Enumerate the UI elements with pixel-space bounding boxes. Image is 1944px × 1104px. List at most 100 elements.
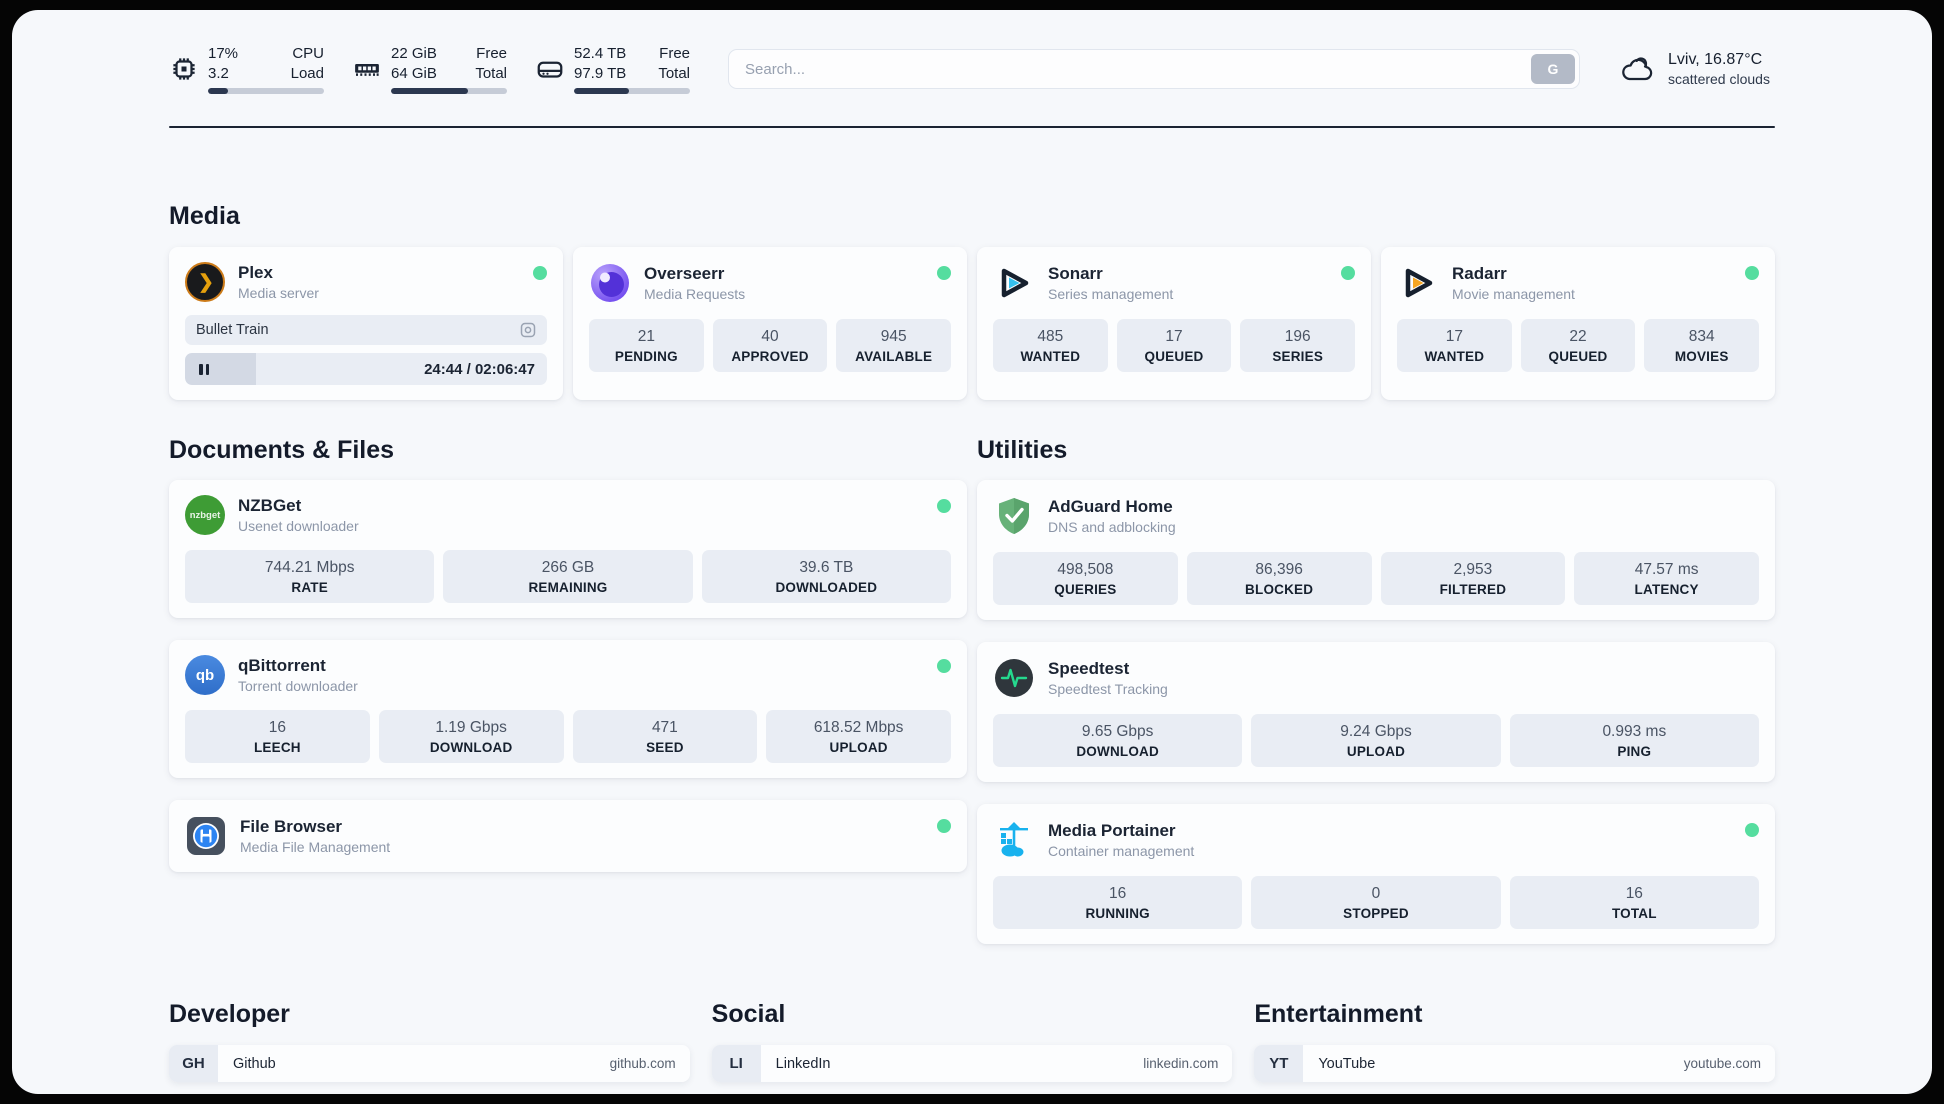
section-title-media: Media: [169, 202, 240, 230]
search-input[interactable]: [728, 49, 1580, 89]
header-divider: [169, 126, 1775, 128]
app-subtitle: Media server: [238, 285, 319, 301]
bookmark-name: LinkedIn: [775, 1055, 831, 1072]
stat-pill: 485 WANTED: [993, 319, 1108, 372]
app-title: qBittorrent: [238, 656, 326, 675]
app-subtitle: Media File Management: [240, 839, 391, 855]
app-card-qbittorrent[interactable]: qb qBittorrent Torrent downloader 16 LEE…: [169, 640, 967, 778]
app-card-adguard[interactable]: AdGuard Home DNS and adblocking 498,508 …: [977, 480, 1775, 620]
app-title: Plex: [238, 263, 273, 282]
bookmark-group-social: Social LI LinkedIn linkedin.com TW Twitt…: [711, 1000, 1233, 1094]
cpu-load-label: Load: [290, 64, 324, 82]
stat-pill: 21 PENDING: [589, 319, 704, 372]
weather-location-temp: Lviv, 16.87°C: [1668, 51, 1763, 68]
portainer-icon: [993, 819, 1035, 861]
app-title: Media Portainer: [1048, 821, 1176, 840]
bookmark-group-developer: Developer GH Github github.com SO StackO…: [169, 1000, 690, 1094]
app-subtitle: Series management: [1048, 286, 1174, 302]
app-title: AdGuard Home: [1048, 497, 1173, 516]
stat-pill: 17 QUEUED: [1116, 319, 1232, 372]
app-card-overseerr[interactable]: Overseerr Media Requests 21 PENDING 40 A…: [573, 247, 967, 400]
app-subtitle: Usenet downloader: [238, 518, 359, 534]
stat-pill: 0.993 ms PING: [1509, 714, 1759, 767]
now-playing-row: Bullet Train: [185, 315, 547, 345]
stat-pill: 266 GB REMAINING: [443, 550, 693, 603]
app-card-radarr[interactable]: Radarr Movie management 17 WANTED 22 QUE…: [1381, 247, 1775, 400]
app-subtitle: Speedtest Tracking: [1048, 681, 1168, 697]
bookmark-linkedin[interactable]: LI LinkedIn linkedin.com: [711, 1045, 1233, 1082]
disk-progress-bar: [574, 88, 690, 95]
bookmark-url: linkedin.com: [1143, 1056, 1219, 1071]
section-title-utilities: Utilities: [977, 436, 1068, 464]
ram-free: 22 GiB: [391, 44, 437, 62]
app-card-filebrowser[interactable]: File Browser Media File Management: [169, 800, 967, 872]
disk-free-label: Free: [659, 44, 690, 62]
session-screen-icon: [520, 322, 536, 338]
ram-progress-bar: [391, 88, 507, 95]
app-card-nzbget[interactable]: nzbget NZBGet Usenet downloader 744.21 M…: [169, 480, 967, 618]
bookmark-abbr: GH: [169, 1045, 218, 1082]
ram-stat: 22 GiB 64 GiB Free Total: [352, 44, 507, 95]
system-stats: 17% 3.2 CPU Load: [169, 44, 690, 95]
app-card-sonarr[interactable]: Sonarr Series management 485 WANTED 17 Q…: [977, 247, 1371, 400]
bookmark-github[interactable]: GH Github github.com: [169, 1045, 690, 1082]
plex-icon: ❯: [185, 262, 225, 302]
stat-pill: 0 STOPPED: [1251, 876, 1501, 929]
playback-progress-row: 24:44 / 02:06:47: [185, 353, 547, 385]
stat-pill: 16 RUNNING: [993, 876, 1243, 929]
stat-pill: 471 SEED: [572, 710, 758, 763]
stat-pill: 2,953 FILTERED: [1380, 552, 1566, 605]
stat-pill: 16 LEECH: [185, 710, 370, 763]
app-card-speedtest[interactable]: Speedtest Speedtest Tracking 9.65 Gbps D…: [977, 642, 1775, 782]
app-title: File Browser: [240, 817, 343, 836]
radarr-icon: [1397, 262, 1439, 304]
section-title-entertainment: Entertainment: [1254, 1000, 1423, 1028]
section-title-developer: Developer: [169, 1000, 290, 1028]
app-subtitle: Torrent downloader: [238, 678, 358, 694]
search-engine-button[interactable]: G: [1531, 54, 1575, 84]
stat-pill: 618.52 Mbps UPLOAD: [766, 710, 951, 763]
pause-button[interactable]: [197, 360, 211, 379]
stat-pill: 47.57 ms LATENCY: [1574, 552, 1759, 605]
cpu-label: CPU: [292, 44, 324, 62]
playback-progress-fill: [185, 353, 256, 385]
sonarr-icon: [993, 262, 1035, 304]
section-title-documents: Documents & Files: [169, 436, 395, 464]
disk-icon: [537, 61, 563, 78]
cpu-usage: 17%: [208, 44, 239, 62]
status-online-dot: [1341, 266, 1355, 280]
ram-free-label: Free: [476, 44, 507, 62]
stat-pill: 1.19 Gbps DOWNLOAD: [378, 710, 564, 763]
disk-stat: 52.4 TB 97.9 TB Free Total: [535, 44, 690, 95]
stat-pill: 9.65 Gbps DOWNLOAD: [993, 714, 1243, 767]
stat-pill: 39.6 TB DOWNLOADED: [701, 550, 951, 603]
stat-pill: 9.24 Gbps UPLOAD: [1251, 714, 1501, 767]
stat-pill: 22 QUEUED: [1520, 319, 1636, 372]
bookmark-group-entertainment: Entertainment YT YouTube youtube.com NF …: [1254, 1000, 1775, 1094]
app-card-plex[interactable]: ❯ Plex Media server Bullet Train: [169, 247, 563, 400]
bookmark-url: youtube.com: [1683, 1056, 1761, 1071]
bookmark-name: YouTube: [1318, 1055, 1376, 1072]
header: 17% 3.2 CPU Load: [169, 40, 1775, 98]
stat-pill: 196 SERIES: [1240, 319, 1356, 372]
app-card-portainer[interactable]: Media Portainer Container management 16 …: [977, 804, 1775, 944]
stat-pill: 16 TOTAL: [1509, 876, 1759, 929]
stat-pill: 834 MOVIES: [1644, 319, 1760, 372]
status-online-dot: [1745, 266, 1759, 280]
app-title: Sonarr: [1048, 264, 1103, 283]
app-title: Radarr: [1452, 264, 1507, 283]
ram-total: 64 GiB: [391, 64, 437, 82]
weather-widget[interactable]: Lviv, 16.87°C scattered clouds: [1620, 51, 1775, 87]
bookmark-abbr: YT: [1254, 1045, 1304, 1082]
playback-time: 24:44 / 02:06:47: [424, 360, 535, 378]
app-subtitle: Container management: [1048, 843, 1195, 859]
disk-total: 97.9 TB: [574, 64, 627, 82]
speedtest-icon: [993, 657, 1035, 699]
bookmark-name: Github: [233, 1055, 276, 1072]
dashboard-page: 17% 3.2 CPU Load: [12, 10, 1932, 1094]
overseerr-icon: [589, 262, 631, 304]
qbittorrent-icon: qb: [185, 655, 225, 695]
app-title: NZBGet: [238, 496, 302, 515]
stat-pill: 498,508 QUERIES: [993, 552, 1178, 605]
bookmark-youtube[interactable]: YT YouTube youtube.com: [1254, 1045, 1775, 1082]
